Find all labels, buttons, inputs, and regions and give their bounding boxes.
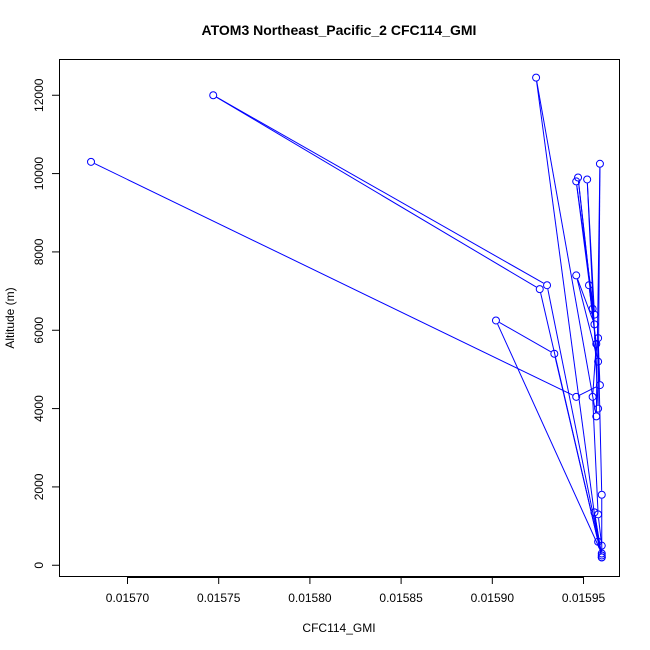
series-lines [94,81,603,554]
series-segment [536,81,597,413]
data-point [491,316,500,325]
data-point [583,175,592,184]
data-point [597,553,606,562]
data-point [588,392,597,401]
data-point [535,285,544,294]
y-axis: 0 2000 4000 6000 8000 10000 12000 [32,78,60,569]
x-tick-label: 0.01585 [379,591,423,605]
series-segment [588,289,597,341]
data-point [590,320,599,329]
x-tick-label: 0.01595 [562,591,606,605]
data-point [594,404,603,413]
data-point [590,508,599,517]
x-tick-label: 0.01570 [106,591,150,605]
y-tick-label: 2000 [32,473,46,500]
series-segment [592,400,599,511]
data-point [87,157,96,166]
series-segment [216,96,537,288]
data-point [597,551,606,560]
y-tick-label: 8000 [32,238,46,265]
series-segment [497,323,601,551]
data-point [588,304,597,313]
series-segment [540,292,598,538]
series-segment [547,289,602,554]
x-tick-label: 0.01575 [197,591,241,605]
x-axis-title: CFC114_GMI [302,621,375,635]
data-point [572,271,581,280]
data-point [597,490,606,499]
series-segment [577,278,594,321]
series-segment [94,163,573,396]
data-point [592,339,601,348]
data-point [594,357,603,366]
x-axis: 0.01570 0.01575 0.01580 0.01585 0.01590 0.015… [106,577,606,605]
x-tick-label: 0.01590 [471,591,515,605]
data-point [209,91,218,100]
data-point [532,73,541,82]
data-point [550,349,559,358]
series-segment [586,183,595,311]
data-point [592,412,601,421]
data-point [572,177,581,186]
data-point [590,310,599,319]
y-tick-label: 6000 [32,317,46,344]
data-point [595,381,604,390]
series-segment [499,322,552,353]
series-segment [576,279,598,358]
y-tick-label: 4000 [32,395,46,422]
x-tick-label: 0.01580 [288,591,332,605]
y-axis-title: Altitude (m) [3,287,17,348]
y-tick-label: 10000 [32,157,46,191]
series-segment [216,96,544,284]
y-tick-label: 0 [32,562,46,569]
data-point [597,541,606,550]
y-tick-label: 12000 [32,78,46,112]
plot-area-frame [59,59,620,577]
data-point [584,281,593,290]
series-points [87,73,606,562]
data-point [597,549,606,558]
series-segment [598,518,602,542]
data-point [543,281,552,290]
series-segment [577,181,595,321]
series-segment [592,347,597,393]
series-segment [536,81,599,538]
data-point [572,392,581,401]
data-point [595,159,604,168]
chart-title: ATOM3 Northeast_Pacific_2 CFC114_GMI [202,22,477,38]
data-point [574,173,583,182]
series-segment [594,516,602,554]
data-point [594,334,603,343]
